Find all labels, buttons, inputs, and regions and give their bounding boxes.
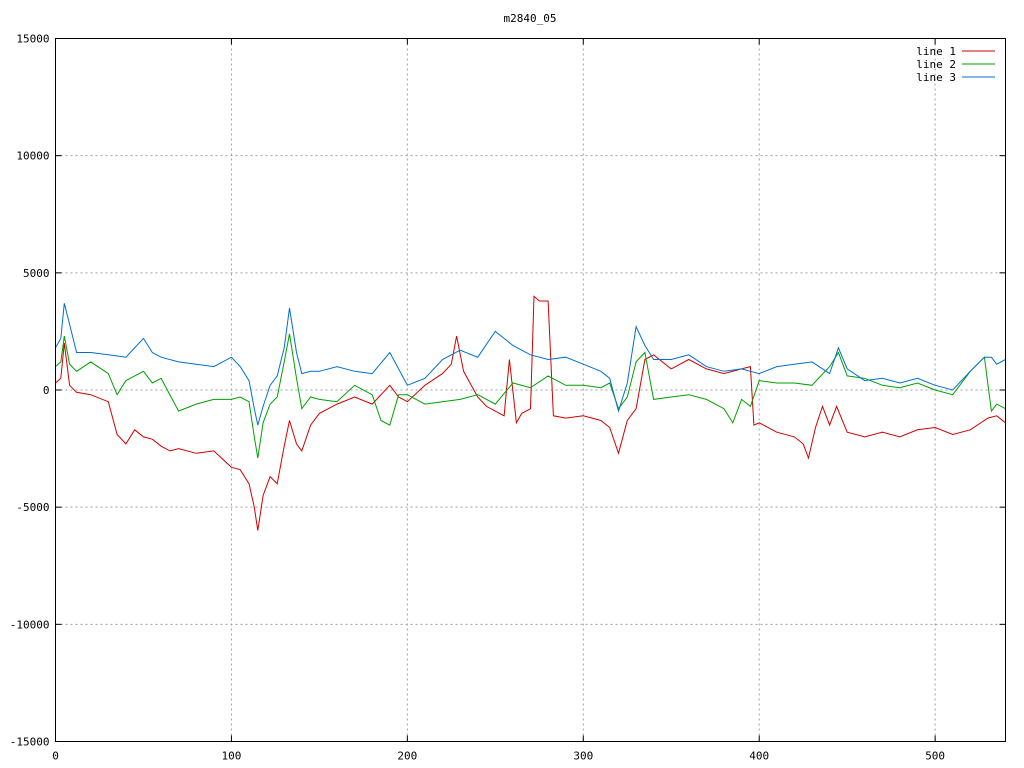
series-line-1 bbox=[55, 295, 1006, 531]
y-tick-label: -5000 bbox=[16, 501, 49, 514]
x-tick-label: 100 bbox=[221, 750, 241, 763]
legend-label-3: line 3 bbox=[916, 71, 956, 84]
series-line-3 bbox=[55, 303, 1006, 426]
y-tick-label: 0 bbox=[43, 384, 50, 397]
chart-title: m2840_05 bbox=[504, 12, 557, 25]
series-group bbox=[55, 295, 1006, 531]
y-tick-label: 10000 bbox=[16, 150, 49, 163]
x-tick-label: 0 bbox=[52, 750, 59, 763]
legend-label-2: line 2 bbox=[916, 58, 956, 71]
x-tick-label: 400 bbox=[749, 750, 769, 763]
series-line-2 bbox=[55, 333, 1006, 459]
grid bbox=[55, 38, 1006, 742]
y-tick-label: 5000 bbox=[23, 267, 50, 280]
y-tick-label: -15000 bbox=[10, 736, 50, 749]
x-tick-label: 300 bbox=[573, 750, 593, 763]
y-tick-label: 15000 bbox=[16, 33, 49, 46]
axis-ticks: 0 100 200 300 400 500 -15000 -10000 -5000 0 5000 10… bbox=[10, 33, 1006, 763]
legend-label-1: line 1 bbox=[916, 45, 956, 58]
y-tick-label: -10000 bbox=[10, 618, 50, 631]
x-tick-label: 500 bbox=[925, 750, 945, 763]
x-tick-label: 200 bbox=[397, 750, 417, 763]
